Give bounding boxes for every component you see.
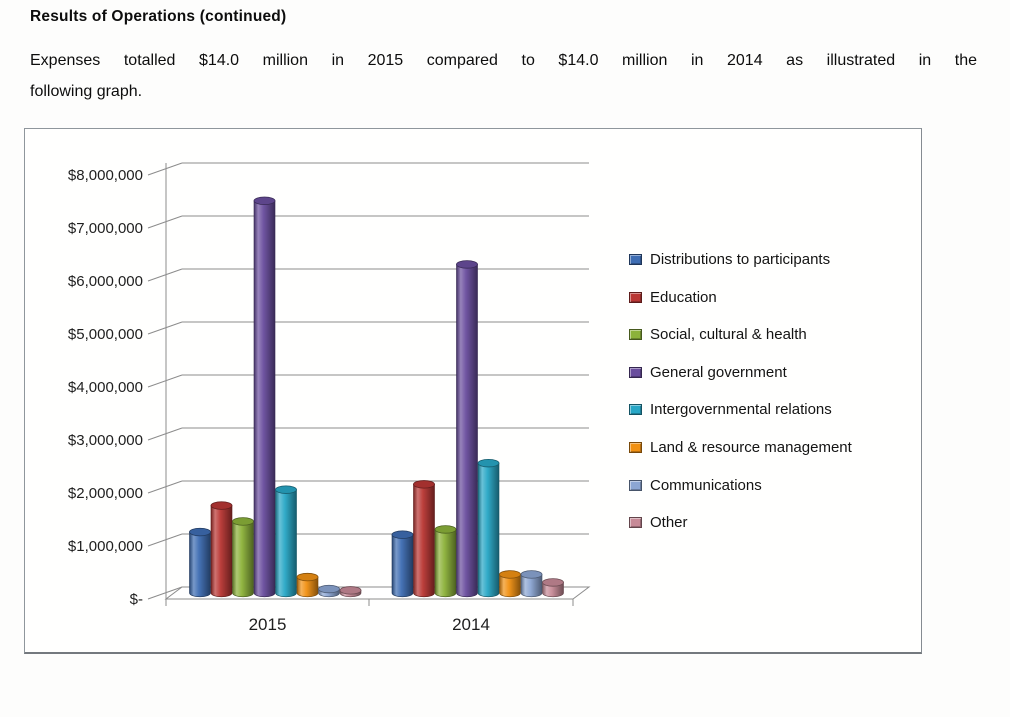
y-axis-label: $8,000,000 (68, 167, 143, 184)
paragraph-line: following graph. (30, 83, 143, 100)
bar-2014-4 (477, 458, 500, 598)
legend-item: Other (629, 511, 852, 534)
y-axis-label: $- (130, 591, 143, 608)
bar-chart-canvas: $- $1,000,000 $2,000,000 $3,000,000 $4,000,0… (68, 162, 591, 634)
bar-2014-6 (520, 570, 543, 598)
legend-label: Social, cultural & health (650, 326, 807, 344)
legend-label: Land & resource management (650, 438, 852, 456)
legend-item: General government (629, 361, 852, 384)
legend-swatch-icon (629, 329, 642, 341)
legend-label: Communications (650, 476, 762, 494)
y-axis-label: $3,000,000 (68, 432, 143, 449)
bar-2015-4 (275, 485, 297, 598)
y-axis: $- $1,000,000 $2,000,000 $3,000,000 $4,000,0… (68, 162, 183, 608)
legend-label: Intergovernmental relations (650, 401, 832, 419)
legend-swatch-icon (629, 291, 642, 303)
bars (189, 196, 564, 598)
paragraph-line: Expenses totalled $14.0 million in 2015 … (30, 52, 977, 69)
page-title: Results of Operations (continued) (30, 8, 287, 25)
y-axis-label: $4,000,000 (68, 379, 143, 396)
bar-2015-6 (318, 584, 340, 598)
chart-legend: Distributions to participants Education So… (629, 248, 852, 549)
legend-swatch-icon (629, 254, 642, 265)
bar-2014-1 (413, 480, 435, 598)
legend-item: Intergovernmental relations (629, 398, 852, 421)
legend-swatch-icon (629, 366, 642, 378)
y-axis-label: $1,000,000 (68, 538, 143, 555)
legend-label: Education (650, 288, 717, 306)
y-axis-label: $2,000,000 (68, 485, 143, 502)
bar-2015-2 (232, 517, 254, 598)
bar-2014-3 (456, 260, 478, 598)
legend-label: Distributions to participants (650, 251, 831, 268)
x-axis-label: 2015 (249, 615, 287, 634)
gridlines (182, 162, 589, 535)
bar-2015-3 (253, 196, 276, 598)
legend-label: General government (650, 363, 787, 381)
legend-swatch-icon (629, 404, 642, 416)
intro-paragraph: Expenses totalled $14.0 million in 2015 … (30, 45, 977, 107)
bar-2014-2 (434, 525, 457, 598)
y-axis-label: $7,000,000 (68, 220, 143, 237)
legend-item: Social, cultural & health (629, 323, 852, 346)
bar-2014-7 (542, 578, 564, 598)
legend-item: Distributions to participants (629, 248, 852, 271)
y-axis-label: $6,000,000 (68, 273, 143, 290)
legend-swatch-icon (629, 517, 642, 529)
legend-item: Communications (629, 474, 852, 497)
bar-2014-0 (391, 530, 414, 598)
legend-item: Education (629, 286, 852, 309)
legend-swatch-icon (629, 441, 642, 453)
legend-item: Land & resource management (629, 436, 852, 459)
legend-swatch-icon (629, 479, 642, 491)
bar-2015-1 (210, 501, 233, 598)
bar-2015-0 (189, 527, 211, 598)
x-axis-label: 2014 (452, 615, 490, 634)
x-axis (165, 598, 574, 606)
bar-2015-5 (296, 572, 319, 598)
legend-label: Other (650, 514, 688, 532)
bar-2015-7 (339, 586, 362, 598)
expenses-chart-frame: $- $1,000,000 $2,000,000 $3,000,000 $4,000,0… (24, 128, 922, 654)
bar-2014-5 (499, 570, 521, 598)
y-axis-label: $5,000,000 (68, 326, 143, 343)
